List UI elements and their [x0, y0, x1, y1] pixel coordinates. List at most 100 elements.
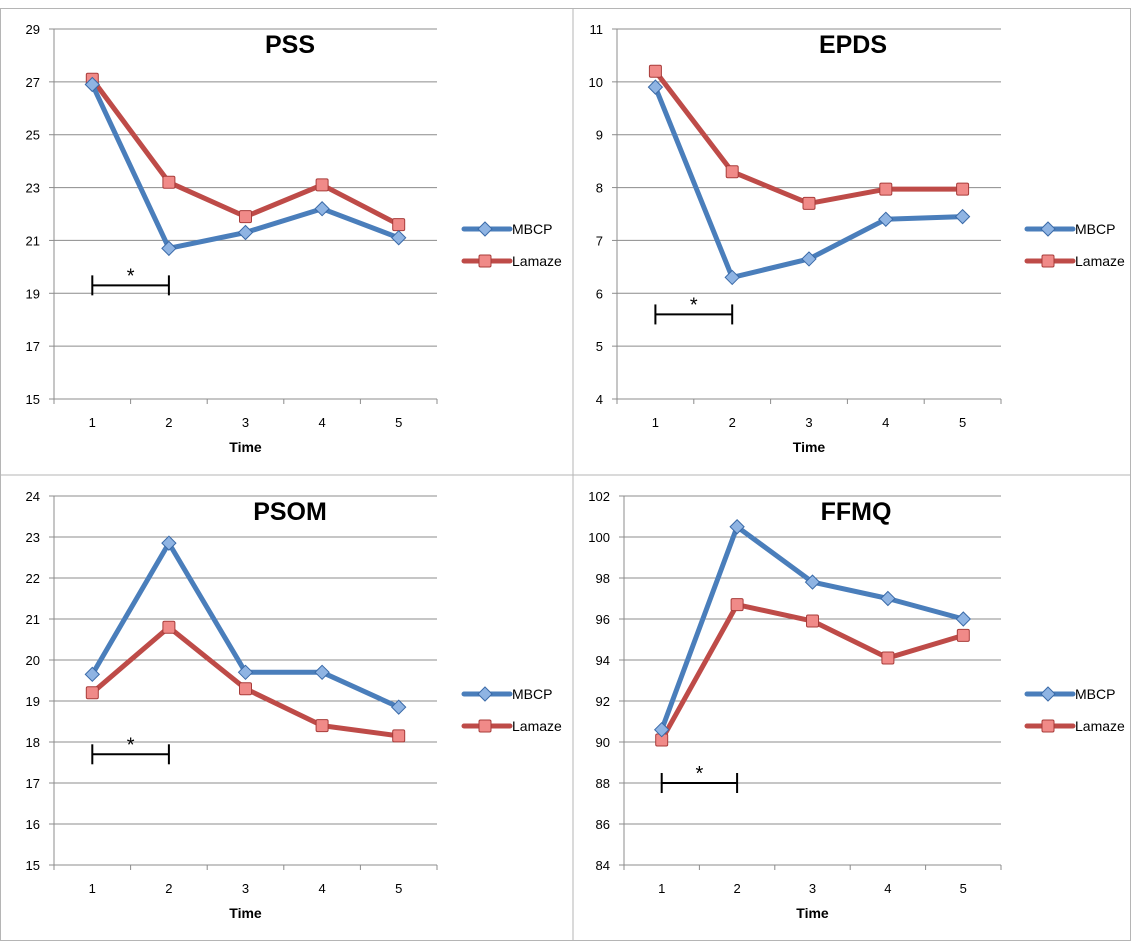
data-point-mbcp [804, 574, 821, 590]
legend-marker-lamaze [1041, 254, 1055, 268]
y-tick-label: 88 [596, 776, 610, 791]
legend-marker-lamaze [478, 719, 492, 733]
data-point-mbcp [390, 699, 407, 715]
x-tick-label: 1 [652, 415, 659, 430]
legend-marker-lamaze [1041, 719, 1055, 733]
chart-title: EPDS [819, 31, 887, 59]
significance-bracket: * [91, 265, 170, 296]
y-tick-label: 7 [596, 233, 603, 248]
y-tick-label: 20 [26, 653, 40, 668]
legend-label-lamaze: Lamaze [1075, 253, 1125, 269]
y-tick-label: 94 [596, 653, 610, 668]
y-tick-label: 23 [26, 530, 40, 545]
series-line-mbcp [659, 524, 966, 733]
y-tick-label: 10 [589, 75, 603, 90]
y-tick-label: 100 [588, 530, 610, 545]
y-tick-label: 90 [596, 735, 610, 750]
data-point-mbcp [237, 664, 254, 681]
data-point-lamaze [85, 686, 99, 700]
data-point-lamaze [881, 651, 895, 665]
y-tick-label: 4 [596, 392, 603, 407]
legend-label-mbcp: MBCP [512, 221, 552, 237]
y-tick-label: 92 [596, 694, 610, 709]
y-tick-label: 5 [596, 339, 603, 354]
x-tick-label: 3 [242, 881, 249, 896]
data-point-mbcp [84, 76, 101, 93]
x-axis-label: Time [229, 439, 262, 455]
legend-marker-lamaze [478, 254, 492, 268]
data-point-mbcp [653, 721, 670, 738]
y-tick-label: 84 [596, 858, 610, 873]
x-tick-label: 3 [805, 415, 812, 430]
x-tick-label: 2 [165, 415, 172, 430]
x-axis-label: Time [793, 439, 826, 455]
data-point-mbcp [390, 230, 407, 246]
data-point-lamaze [956, 628, 970, 642]
y-tick-label: 25 [26, 128, 40, 143]
data-point-mbcp [955, 611, 972, 627]
data-point-lamaze [162, 620, 176, 634]
y-tick-label: 21 [26, 612, 40, 627]
x-tick-label: 1 [89, 881, 96, 896]
data-point-lamaze [239, 682, 252, 696]
x-tick-label: 5 [959, 415, 966, 430]
data-point-mbcp [161, 240, 177, 257]
data-point-mbcp [314, 201, 330, 217]
significance-bracket: * [654, 294, 734, 325]
x-tick-label: 3 [809, 881, 816, 896]
legend-label-lamaze: Lamaze [512, 253, 562, 269]
series-line-lamaze [652, 68, 966, 206]
series-line-lamaze [89, 624, 402, 739]
legend: MBCP Lamaze [1024, 686, 1125, 734]
legend-label-mbcp: MBCP [512, 686, 552, 702]
chart-title: PSS [265, 31, 315, 59]
data-point-lamaze [315, 719, 329, 733]
x-tick-label: 4 [318, 415, 325, 430]
y-tick-label: 6 [596, 286, 603, 301]
x-tick-label: 5 [960, 881, 967, 896]
y-tick-label: 17 [26, 339, 40, 354]
series-line-mbcp [89, 82, 402, 251]
x-axis-label: Time [796, 905, 829, 921]
x-tick-label: 2 [165, 881, 172, 896]
y-tick-label: 24 [26, 489, 40, 504]
data-point-mbcp [880, 590, 896, 607]
series-line-lamaze [89, 76, 402, 228]
data-point-lamaze [392, 218, 406, 232]
data-point-lamaze [956, 182, 970, 196]
legend-label-lamaze: Lamaze [1075, 718, 1125, 734]
significance-bracket: * [91, 734, 170, 765]
x-tick-label: 4 [884, 881, 891, 896]
legend: MBCP Lamaze [461, 221, 562, 269]
data-point-mbcp [729, 519, 745, 535]
data-point-lamaze [730, 598, 744, 612]
significance-bracket: * [660, 763, 739, 793]
data-point-mbcp [161, 535, 177, 551]
x-tick-label: 1 [658, 881, 665, 896]
chart-title: FFMQ [821, 498, 892, 526]
x-tick-label: 3 [242, 415, 249, 430]
data-point-lamaze [648, 64, 662, 78]
y-tick-label: 15 [26, 392, 40, 407]
legend: MBCP Lamaze [461, 686, 562, 734]
x-tick-label: 2 [729, 415, 736, 430]
y-tick-label: 96 [596, 612, 610, 627]
legend-label-mbcp: MBCP [1075, 686, 1115, 702]
y-tick-label: 9 [596, 128, 603, 143]
data-point-mbcp [84, 666, 101, 683]
y-tick-label: 21 [26, 233, 40, 248]
x-tick-label: 5 [395, 881, 402, 896]
significance-star: * [127, 734, 135, 756]
x-tick-label: 4 [318, 881, 325, 896]
chart-title: PSOM [253, 498, 327, 526]
y-tick-label: 8 [596, 181, 603, 196]
legend-marker-mbcp [477, 221, 493, 237]
data-point-mbcp [314, 664, 330, 681]
x-tick-label: 2 [733, 881, 740, 896]
data-point-lamaze [239, 210, 252, 224]
y-tick-label: 11 [590, 22, 604, 37]
